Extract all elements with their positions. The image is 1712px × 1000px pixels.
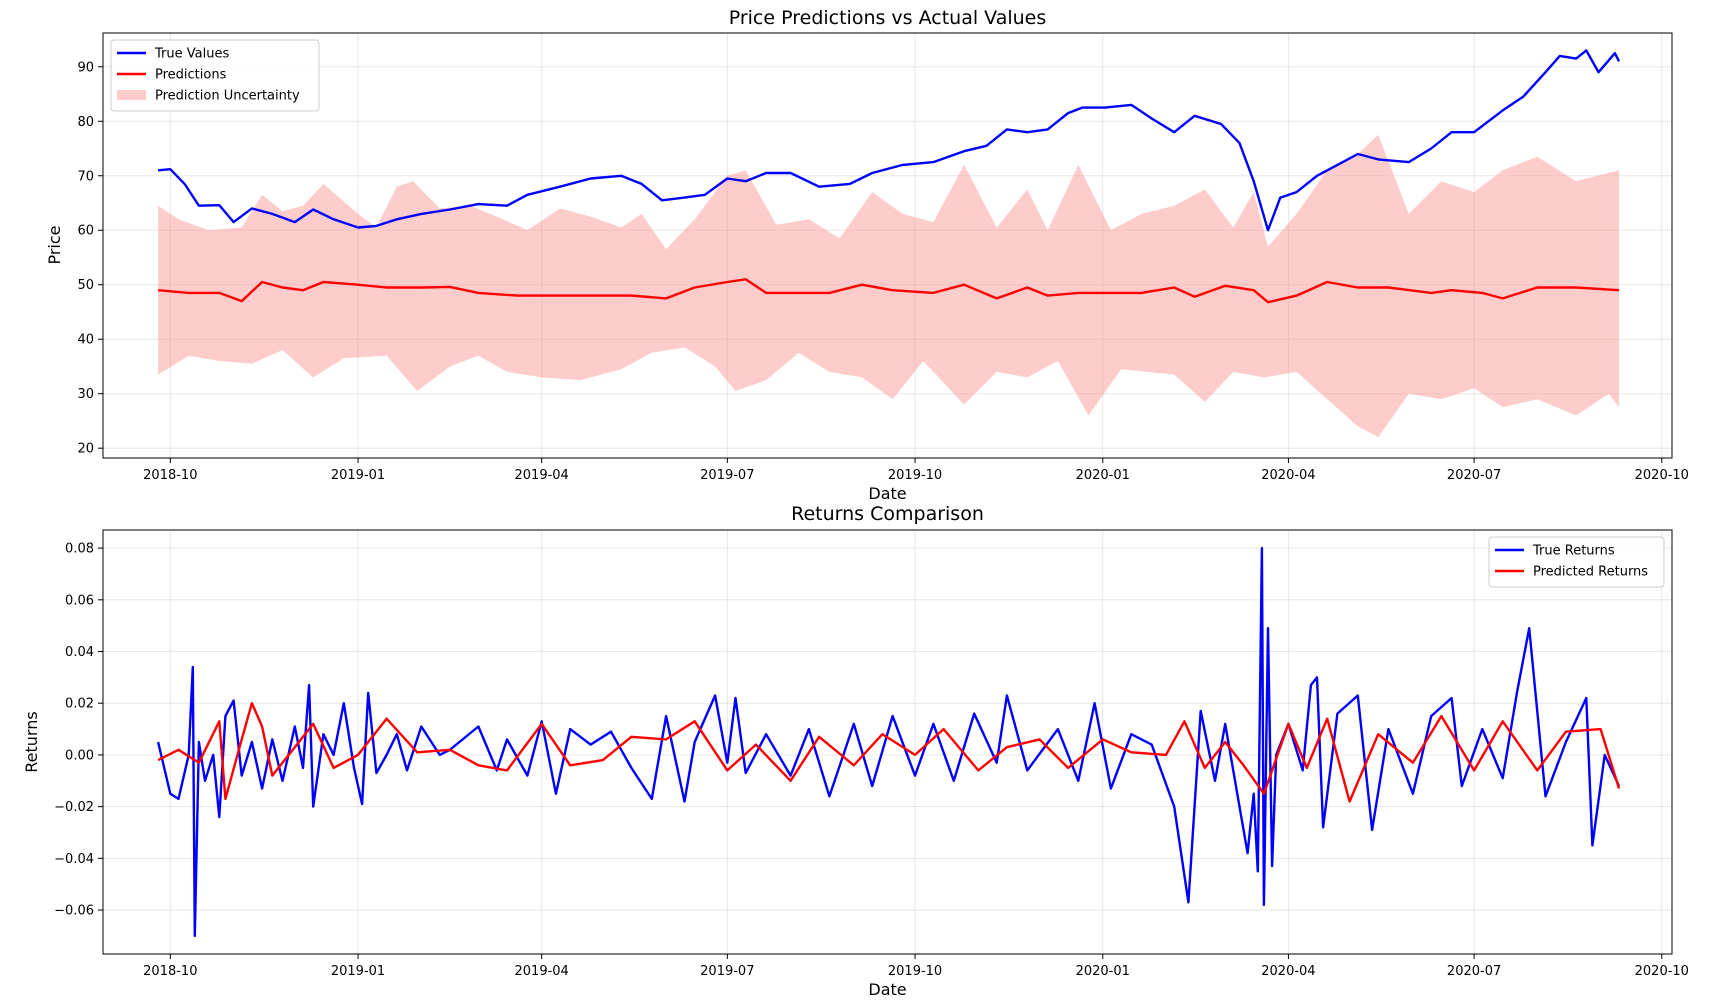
y-tick-label: 70	[77, 169, 94, 184]
x-tick-label: 2020-04	[1261, 964, 1315, 979]
x-axis-label: Date	[868, 980, 906, 999]
y-tick-label: −0.04	[54, 852, 94, 867]
series-line-1	[157, 49, 1621, 232]
chart-title: Returns Comparison	[791, 503, 984, 525]
y-tick-label: 80	[77, 115, 94, 130]
y-tick-label: 60	[77, 224, 94, 239]
uncertainty-band	[158, 134, 1620, 438]
legend-swatch	[117, 90, 146, 100]
y-tick-label: −0.02	[54, 800, 94, 815]
x-tick-label: 2019-01	[331, 468, 385, 483]
series-line-1	[156, 546, 1621, 938]
series-line-2	[157, 702, 1621, 803]
legend: True Returns Predicted Returns	[1488, 536, 1665, 588]
legend-label: Prediction Uncertainty	[155, 89, 300, 104]
chart-title: Price Predictions vs Actual Values	[729, 7, 1047, 29]
y-tick-label: 30	[77, 387, 94, 402]
x-tick-label: 2019-10	[888, 468, 942, 483]
x-tick-label: 2019-04	[515, 964, 569, 979]
legend-label: Predictions	[155, 68, 227, 83]
legend: True Values Predictions Prediction Uncerta…	[110, 39, 320, 112]
x-tick-label: 2019-10	[888, 964, 942, 979]
legend-label: True Values	[154, 47, 229, 62]
axes-frame	[102, 529, 1673, 955]
chart-panel-2: 2018-10 2019-01 2019-04 2019-07 2019-10 2020-…	[22, 503, 1689, 999]
x-tick-label: 2020-04	[1261, 468, 1315, 483]
x-tick-label: 2018-10	[143, 964, 197, 979]
y-tick-label: 20	[77, 442, 94, 457]
x-tick-label: 2020-10	[1635, 468, 1689, 483]
x-tick-label: 2019-07	[700, 468, 754, 483]
legend-label: True Returns	[1532, 544, 1615, 559]
legend-box	[1488, 536, 1665, 588]
x-tick-label: 2020-01	[1076, 468, 1130, 483]
x-tick-label: 2020-07	[1447, 468, 1501, 483]
y-tick-label: 40	[77, 333, 94, 348]
y-tick-label: 0.00	[65, 748, 94, 763]
y-tick-label: 90	[77, 60, 94, 75]
series-line-2	[157, 278, 1620, 304]
y-tick-label: −0.06	[54, 904, 94, 919]
y-axis-label: Price	[45, 225, 64, 264]
x-tick-label: 2019-07	[700, 964, 754, 979]
y-tick-label: 0.06	[65, 593, 94, 608]
x-tick-label: 2019-04	[515, 468, 569, 483]
x-tick-label: 2018-10	[143, 468, 197, 483]
y-tick-label: 50	[77, 278, 94, 293]
x-axis-label: Date	[868, 484, 906, 503]
x-tick-label: 2019-01	[331, 964, 385, 979]
y-tick-label: 0.08	[65, 542, 94, 557]
x-tick-label: 2020-07	[1447, 964, 1501, 979]
legend-label: Predicted Returns	[1533, 565, 1648, 580]
legend-box	[110, 39, 320, 112]
y-axis-label: Returns	[22, 711, 41, 772]
y-tick-label: 0.02	[65, 697, 94, 712]
axes-frame	[102, 32, 1673, 459]
y-tick-label: 0.04	[65, 645, 94, 660]
chart-panel-1: 2018-10 2019-01 2019-04 2019-07 2019-10 2020-…	[45, 7, 1689, 503]
x-tick-label: 2020-10	[1635, 964, 1689, 979]
x-tick-label: 2020-01	[1076, 964, 1130, 979]
